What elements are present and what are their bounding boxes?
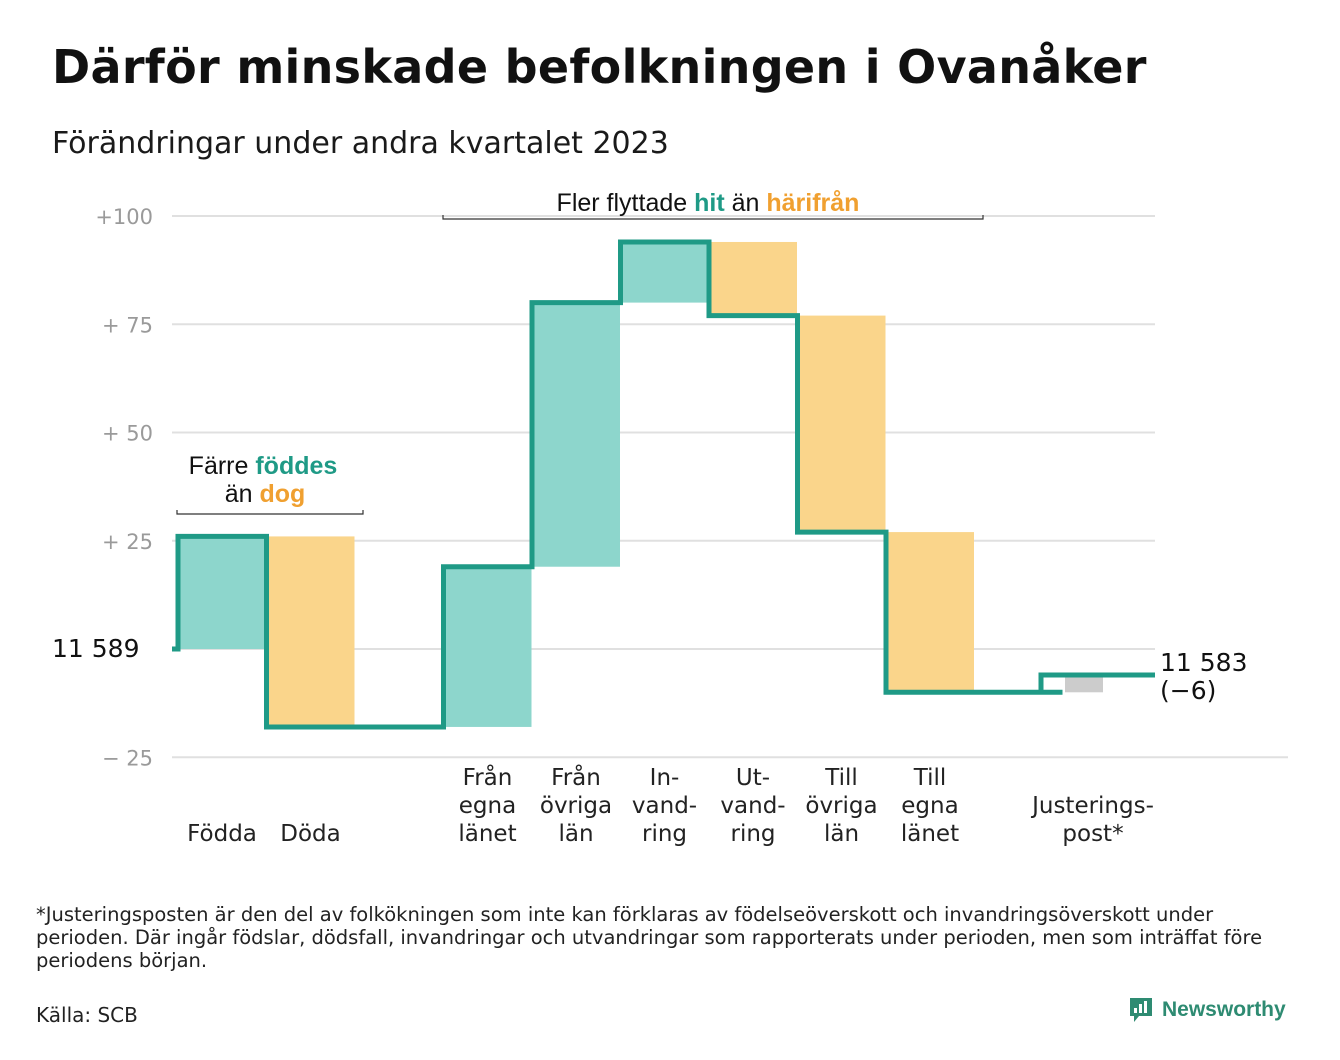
category-label: övriga <box>540 793 612 819</box>
category-label: länet <box>458 821 516 847</box>
category-label: Till <box>913 765 947 791</box>
category-label: Döda <box>280 821 340 847</box>
births-deaths-bracket <box>176 510 364 515</box>
annotation-highlight-hit: hit <box>694 189 725 217</box>
category-label: Födda <box>187 821 257 847</box>
bar-decrease <box>709 241 797 316</box>
bar-increase <box>620 241 709 303</box>
annotation-highlight-births: föddes <box>255 452 337 480</box>
bar-increase <box>178 536 266 649</box>
category-label: vand- <box>632 793 697 819</box>
annotation-text: än <box>225 480 260 508</box>
category-label: In- <box>650 765 680 791</box>
bar-increase <box>532 302 620 567</box>
chart-title: Därför minskade befolkningen i Ovanåker <box>52 40 1147 94</box>
source-label: Källa: SCB <box>36 1003 138 1027</box>
y-tick-label: − 25 <box>102 746 153 770</box>
bar-adjustment <box>1065 674 1103 693</box>
annotation-text: Färre <box>189 452 256 480</box>
brand-name: Newsworthy <box>1162 998 1286 1021</box>
running-total-line-path <box>172 239 1155 730</box>
annotation-text: än <box>725 189 767 217</box>
category-label: egna <box>901 793 958 819</box>
bar-decrease <box>266 536 355 727</box>
category-label: Från <box>463 763 513 791</box>
births-deaths-annotation: Färre föddes än dog <box>176 452 364 515</box>
y-tick-label: + 25 <box>102 530 153 554</box>
end-change-label: (−6) <box>1160 676 1216 705</box>
category-label: ring <box>642 821 687 847</box>
migration-annotation: Fler flyttade hit än härifrån <box>442 189 984 220</box>
running-total-line <box>172 239 1155 730</box>
category-label: Justerings- <box>1030 793 1154 819</box>
births-deaths-annotation-line2: än dog <box>225 480 306 508</box>
births-deaths-annotation-line1: Färre föddes <box>189 452 338 480</box>
y-tick-label: + 75 <box>102 313 153 337</box>
migration-bracket <box>442 215 984 220</box>
brand-logo: Newsworthy <box>1128 996 1286 1024</box>
y-tick-label: + 50 <box>102 422 153 446</box>
start-value-label: 11 589 <box>52 634 139 663</box>
category-label: post* <box>1062 821 1123 847</box>
end-value-label: 11 583 <box>1160 648 1247 677</box>
category-label: Till <box>824 765 858 791</box>
bar-decrease <box>797 315 886 533</box>
chart-subtitle: Förändringar under andra kvartalet 2023 <box>52 126 669 161</box>
bars <box>178 241 1103 727</box>
category-label: länet <box>901 821 959 847</box>
annotation-text: Fler flyttade <box>557 189 695 217</box>
migration-annotation-text: Fler flyttade hit än härifrån <box>557 189 860 217</box>
category-label: län <box>558 821 593 847</box>
y-tick-label: +100 <box>95 205 153 229</box>
category-label: övriga <box>805 793 877 819</box>
category-label: ring <box>730 821 775 847</box>
category-label: Ut- <box>736 765 770 791</box>
annotation-highlight-harifran: härifrån <box>766 189 859 217</box>
bar-increase <box>443 566 532 727</box>
footnote: *Justeringsposten är den del av folkökni… <box>36 903 1263 972</box>
category-label: län <box>824 821 859 847</box>
category-label: vand- <box>720 793 785 819</box>
newsworthy-logo-icon <box>1130 998 1152 1022</box>
category-label: egna <box>459 793 516 819</box>
annotation-highlight-deaths: dog <box>259 480 305 508</box>
bar-decrease <box>886 532 974 693</box>
category-label: Från <box>551 763 601 791</box>
